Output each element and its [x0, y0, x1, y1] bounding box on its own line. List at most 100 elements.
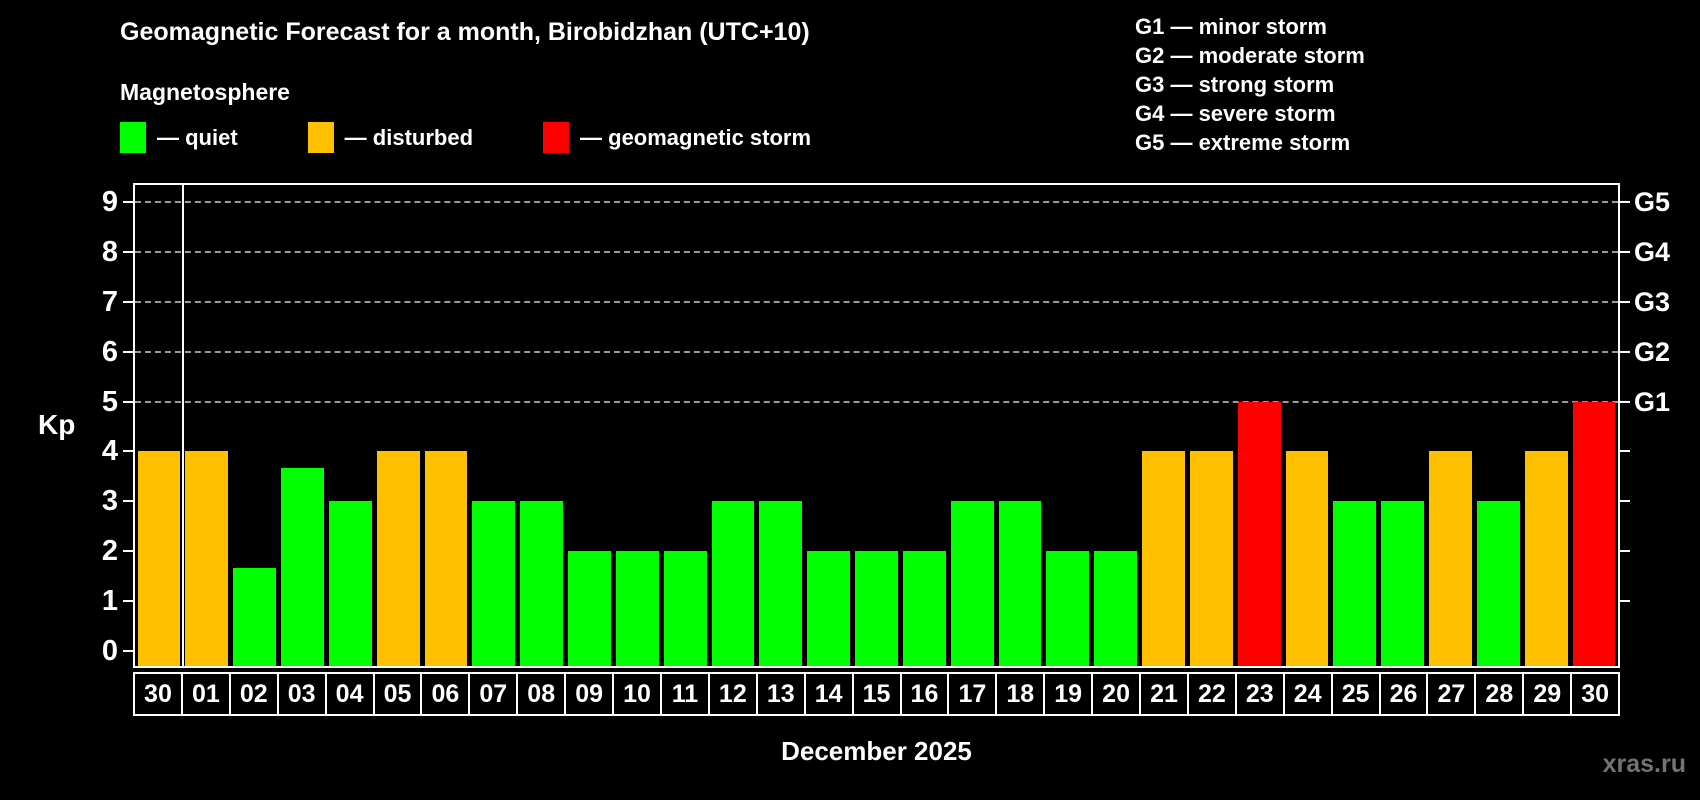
g-scale-legend-line-2: G2 — moderate storm — [1135, 43, 1365, 68]
day-label-22-22: 22 — [1188, 674, 1237, 714]
left-tick-6 — [123, 350, 133, 353]
left-tick-5 — [123, 400, 133, 403]
day-label-8-08: 08 — [518, 674, 567, 714]
x-axis-day-labels: 30 01 02 03 04 05 06 07 08 09 10 11 12 13 14 15 16 17 18 19… — [133, 672, 1620, 716]
day-label-2-02: 02 — [230, 674, 279, 714]
status-legend: — quiet — disturbed — geomagnetic storm — [120, 122, 811, 153]
g-axis-label-G2: G2 — [1634, 336, 1671, 367]
day-label-10-10: 10 — [614, 674, 662, 714]
right-tick-1 — [1620, 600, 1630, 603]
day-label-21-21: 21 — [1141, 674, 1189, 714]
y-axis-label-3: 3 — [101, 485, 118, 518]
bar-day-16 — [902, 551, 946, 666]
day-label-16-16: 16 — [901, 674, 950, 714]
legend-swatch-storm — [543, 122, 570, 153]
right-tick-6 — [1620, 350, 1630, 353]
bar-day-12 — [711, 501, 755, 666]
legend-label-disturbed: — disturbed — [344, 124, 474, 150]
day-label-1-01: 01 — [182, 674, 231, 714]
bar-day-04 — [328, 501, 372, 666]
y-axis-label-0: 0 — [101, 635, 118, 668]
day-label-9-09: 09 — [566, 674, 615, 714]
day-label-14-14: 14 — [805, 674, 854, 714]
bar-day-24 — [1285, 451, 1329, 666]
g-scale-legend-line-4: G4 — severe storm — [1135, 101, 1336, 126]
day-label-13-13: 13 — [757, 674, 806, 714]
right-tick-4 — [1620, 450, 1630, 453]
bar-day-08 — [520, 501, 564, 666]
bar-day-23 — [1237, 401, 1281, 666]
bar-day-20 — [1094, 551, 1138, 666]
g-scale-legend-line-3: G3 — strong storm — [1135, 72, 1335, 97]
bar-day-07 — [472, 501, 516, 666]
y-axis-label-9: 9 — [101, 185, 118, 218]
bar-day-15 — [855, 551, 898, 666]
bar-day-02 — [233, 567, 276, 666]
left-tick-8 — [123, 250, 133, 253]
y-axis-label-5: 5 — [101, 385, 118, 418]
plot-area — [133, 183, 1620, 668]
watermark: xras.ru — [1602, 750, 1686, 778]
bar-day-13 — [759, 501, 803, 666]
legend-label-storm: — geomagnetic storm — [580, 124, 812, 150]
legend-item-storm: — geomagnetic storm — [543, 122, 811, 153]
bar-day-29 — [1524, 451, 1568, 666]
bar-day-14 — [807, 551, 851, 666]
y-axis-title: Kp — [38, 409, 76, 440]
bar-day-01 — [185, 451, 229, 666]
x-axis-title: December 2025 — [781, 736, 972, 766]
g-axis-label-G3: G3 — [1634, 286, 1671, 317]
legend-label-quiet: — quiet — [157, 124, 238, 150]
bar-day-22 — [1189, 451, 1233, 666]
right-tick-3 — [1620, 500, 1630, 503]
left-tick-2 — [123, 550, 133, 553]
right-tick-5 — [1620, 400, 1630, 403]
legend-item-disturbed: — disturbed — [307, 122, 474, 153]
bar-day-30 — [1572, 401, 1616, 666]
gridline-6 — [135, 350, 1618, 353]
day-label-6-06: 06 — [422, 674, 471, 714]
left-tick-4 — [123, 450, 133, 453]
g-axis-label-G1: G1 — [1634, 386, 1671, 417]
day-label-15-15: 15 — [853, 674, 902, 714]
bar-day-26 — [1381, 501, 1425, 666]
day-label-23-23: 23 — [1236, 674, 1285, 714]
bar-day-28 — [1476, 501, 1520, 666]
y-axis-label-7: 7 — [101, 285, 118, 318]
gridline-9 — [135, 200, 1618, 203]
day-label-17-17: 17 — [949, 674, 998, 714]
chart-title: Geomagnetic Forecast for a month, Birobi… — [120, 18, 810, 46]
gridline-5 — [135, 400, 1618, 403]
bar-day-05 — [376, 451, 420, 666]
right-tick-9 — [1620, 200, 1630, 203]
g-scale-legend-line-5: G5 — extreme storm — [1135, 130, 1351, 155]
day-label-11-11: 11 — [661, 674, 710, 714]
day-label-30-30: 30 — [1572, 674, 1619, 714]
bar-day-25 — [1333, 501, 1377, 666]
legend-swatch-disturbed — [307, 122, 334, 153]
day-label-19-19: 19 — [1045, 674, 1094, 714]
right-tick-2 — [1620, 550, 1630, 553]
bar-day-18 — [998, 501, 1042, 666]
bar-day-09 — [568, 551, 611, 666]
g-axis-label-G4: G4 — [1634, 236, 1671, 267]
day-label-3-03: 03 — [278, 674, 327, 714]
bar-day-17 — [950, 501, 994, 666]
y-axis-label-8: 8 — [101, 235, 118, 268]
day-label-24-24: 24 — [1284, 674, 1333, 714]
legend-swatch-quiet — [120, 122, 146, 153]
day-label-29-29: 29 — [1524, 674, 1573, 714]
legend-item-quiet: — quiet — [120, 122, 238, 153]
left-tick-9 — [123, 200, 133, 203]
day-label-18-18: 18 — [997, 674, 1046, 714]
chart-subtitle: Magnetosphere — [120, 79, 290, 105]
left-tick-0 — [123, 650, 133, 653]
y-axis-label-2: 2 — [101, 535, 118, 568]
g-scale-legend-line-1: G1 — minor storm — [1135, 14, 1327, 39]
y-axis-label-4: 4 — [101, 435, 118, 468]
bar-day-30 — [137, 451, 181, 666]
left-tick-7 — [123, 300, 133, 303]
gridline-7 — [135, 300, 1618, 303]
y-axis-label-6: 6 — [101, 335, 118, 368]
